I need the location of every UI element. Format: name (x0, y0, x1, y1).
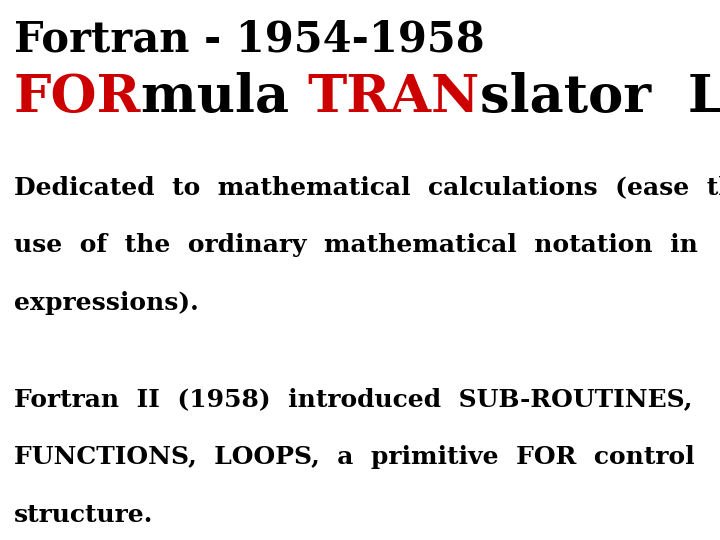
Text: structure.: structure. (14, 503, 153, 527)
Text: use  of  the  ordinary  mathematical  notation  in: use of the ordinary mathematical notatio… (14, 233, 698, 257)
Text: slator  Language: slator Language (480, 72, 720, 124)
Text: TRAN: TRAN (308, 72, 480, 123)
Text: Fortran - 1954-1958: Fortran - 1954-1958 (14, 18, 485, 60)
Text: Dedicated  to  mathematical  calculations  (ease  the: Dedicated to mathematical calculations (… (14, 175, 720, 199)
Text: expressions).: expressions). (14, 291, 199, 315)
Text: FUNCTIONS,  LOOPS,  a  primitive  FOR  control: FUNCTIONS, LOOPS, a primitive FOR contro… (14, 445, 695, 469)
Text: mula: mula (141, 72, 308, 123)
Text: Fortran  II  (1958)  introduced  SUB-ROUTINES,: Fortran II (1958) introduced SUB-ROUTINE… (14, 387, 693, 411)
Text: FOR: FOR (14, 72, 141, 123)
